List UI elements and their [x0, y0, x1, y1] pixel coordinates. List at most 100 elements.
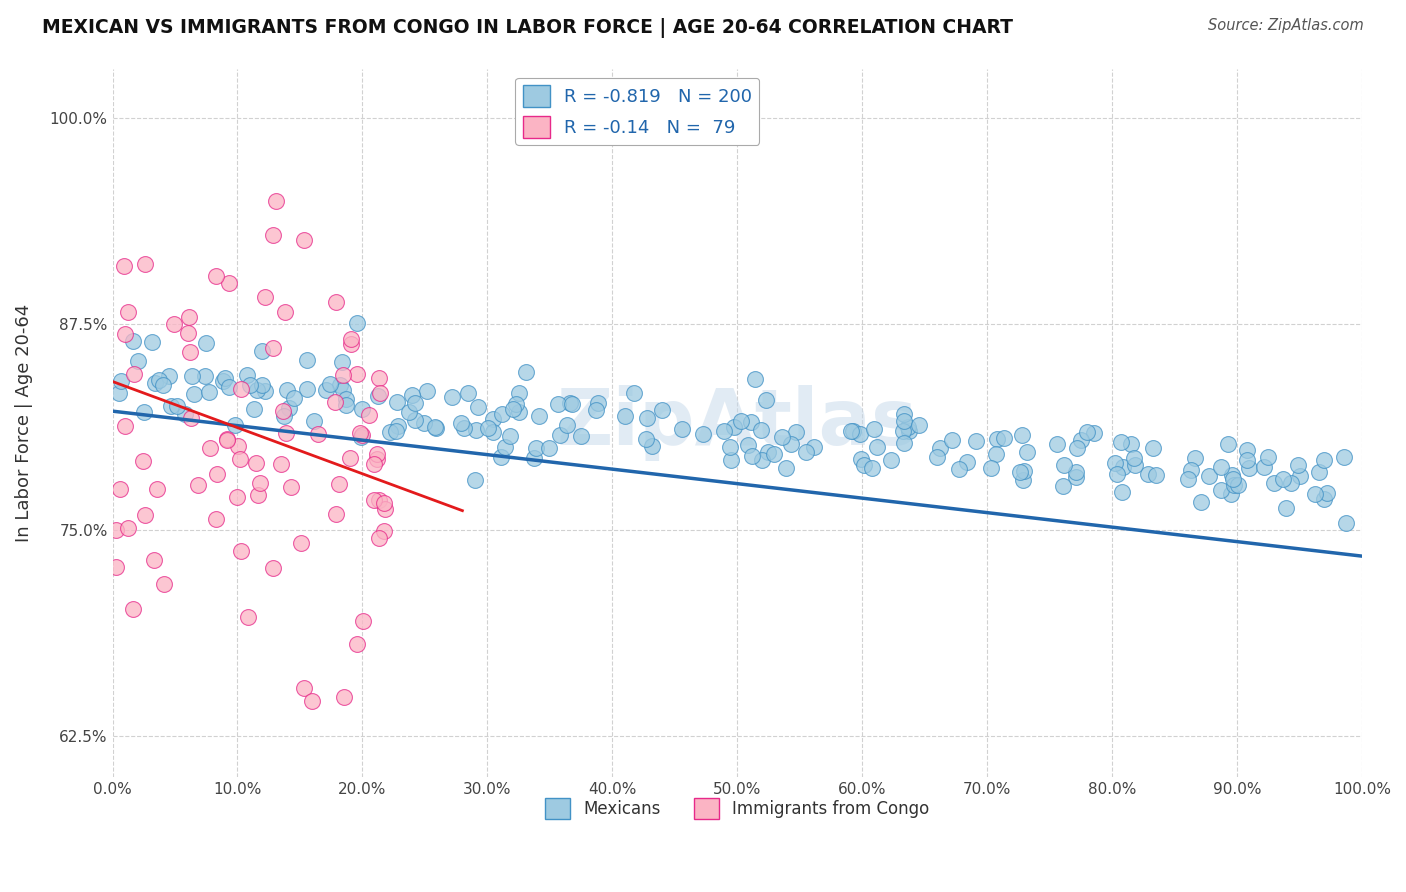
Point — [730, 414, 752, 428]
Point — [330, 355, 353, 369]
Point — [226, 490, 249, 504]
Point — [325, 295, 347, 310]
Point — [262, 227, 284, 242]
Point — [292, 681, 315, 695]
Point — [301, 694, 323, 708]
Point — [187, 478, 209, 492]
Point — [1220, 467, 1243, 482]
Point — [122, 334, 145, 349]
Point — [1303, 487, 1326, 501]
Point — [1209, 483, 1232, 498]
Point — [339, 450, 361, 465]
Point — [948, 462, 970, 476]
Point — [713, 424, 735, 438]
Point — [236, 368, 259, 382]
Point — [262, 561, 284, 575]
Point — [741, 450, 763, 464]
Point — [366, 447, 388, 461]
Point — [229, 451, 252, 466]
Point — [1219, 487, 1241, 501]
Point — [350, 430, 373, 444]
Point — [104, 524, 127, 538]
Text: Source: ZipAtlas.com: Source: ZipAtlas.com — [1208, 18, 1364, 33]
Point — [755, 392, 778, 407]
Point — [561, 396, 583, 410]
Point — [1333, 450, 1355, 465]
Point — [346, 368, 368, 382]
Point — [212, 375, 235, 389]
Point — [986, 432, 1008, 446]
Point — [134, 257, 156, 271]
Point — [1011, 427, 1033, 442]
Point — [349, 425, 371, 440]
Point — [307, 427, 329, 442]
Point — [404, 413, 426, 427]
Point — [363, 458, 385, 472]
Point — [174, 407, 197, 421]
Point — [636, 411, 658, 425]
Point — [194, 369, 217, 384]
Point — [290, 536, 312, 550]
Point — [636, 432, 658, 446]
Point — [1064, 470, 1087, 484]
Point — [453, 421, 475, 435]
Point — [274, 425, 297, 440]
Point — [183, 387, 205, 401]
Point — [335, 398, 357, 412]
Point — [264, 194, 287, 208]
Point — [893, 414, 915, 428]
Point — [494, 440, 516, 454]
Point — [481, 412, 503, 426]
Point — [763, 447, 786, 461]
Point — [374, 502, 396, 516]
Point — [332, 384, 354, 398]
Point — [1076, 425, 1098, 440]
Point — [134, 405, 156, 419]
Point — [1123, 458, 1146, 473]
Point — [215, 433, 238, 447]
Point — [1222, 472, 1244, 486]
Point — [276, 383, 298, 397]
Point — [294, 233, 316, 247]
Point — [1236, 453, 1258, 467]
Point — [141, 335, 163, 350]
Point — [505, 397, 527, 411]
Point — [277, 401, 299, 415]
Point — [122, 367, 145, 381]
Point — [956, 455, 979, 469]
Point — [1104, 457, 1126, 471]
Point — [398, 405, 420, 419]
Point — [252, 343, 274, 358]
Point — [280, 480, 302, 494]
Point — [373, 496, 395, 510]
Point — [740, 415, 762, 429]
Point — [623, 385, 645, 400]
Y-axis label: In Labor Force | Age 20-64: In Labor Force | Age 20-64 — [15, 303, 32, 541]
Point — [1083, 426, 1105, 441]
Point — [1236, 442, 1258, 457]
Point — [1308, 465, 1330, 479]
Point — [569, 428, 592, 442]
Point — [302, 414, 325, 428]
Point — [502, 402, 524, 417]
Point — [346, 637, 368, 651]
Point — [1111, 434, 1133, 449]
Point — [1237, 461, 1260, 475]
Point — [941, 434, 963, 448]
Point — [866, 440, 889, 454]
Point — [413, 417, 436, 431]
Point — [329, 377, 352, 392]
Point — [1222, 478, 1244, 492]
Point — [1122, 451, 1144, 466]
Point — [114, 326, 136, 341]
Point — [127, 354, 149, 368]
Point — [315, 384, 337, 398]
Point — [508, 405, 530, 419]
Point — [218, 276, 240, 290]
Point — [450, 416, 472, 430]
Point — [370, 385, 392, 400]
Point — [350, 402, 373, 417]
Point — [134, 508, 156, 523]
Point — [239, 377, 262, 392]
Point — [720, 452, 742, 467]
